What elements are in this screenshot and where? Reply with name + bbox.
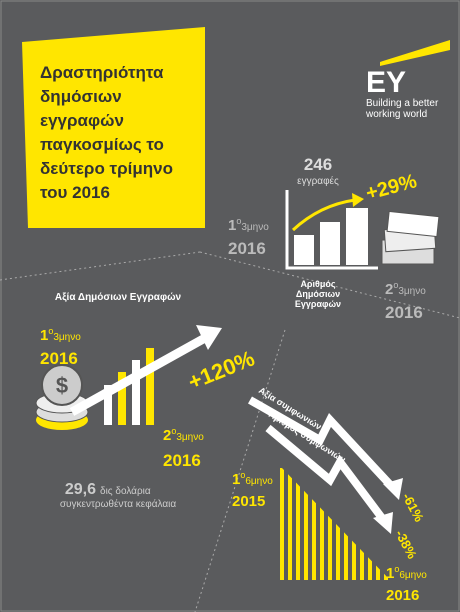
year: 2016: [228, 239, 266, 258]
quarter-number: 2: [385, 281, 393, 298]
half-sup: ο: [240, 470, 245, 480]
amount: 29,6: [65, 481, 96, 498]
divider: [194, 329, 286, 612]
chart-label: Αριθμός: [300, 279, 335, 289]
half-label: 1ο6μηνο: [232, 470, 273, 488]
title-box: [22, 27, 205, 228]
bars-icon: [69, 325, 222, 425]
quarter-sup: ο: [236, 216, 241, 226]
chart-icon: [285, 190, 378, 270]
decline-icon: [248, 396, 403, 580]
svg-text:$: $: [56, 373, 68, 398]
quarter-label: 2ο3μηνο: [163, 426, 204, 444]
title-line: δεύτερο τρίμηνο: [40, 159, 173, 178]
amount-label: συγκεντρωθέντα κεφάλαια: [60, 498, 177, 510]
quarter-number: 2: [163, 427, 171, 444]
half-sup: ο: [394, 564, 399, 574]
logo-bar: [380, 40, 450, 66]
quarter-sup: ο: [171, 426, 176, 436]
quarter-word: 3μηνο: [241, 222, 269, 233]
quarter-sup: ο: [393, 280, 398, 290]
year: 2016: [163, 451, 201, 470]
half-word: 6μηνο: [245, 476, 273, 487]
logo-tagline: Building a better: [366, 98, 439, 109]
quarter-word: 3μηνο: [176, 432, 204, 443]
logo-brand: EY: [366, 66, 406, 99]
title-line: δημόσιων: [40, 87, 122, 106]
paper-stack: [381, 210, 440, 265]
year: 2016: [385, 303, 423, 322]
year: 2016: [40, 349, 78, 368]
chart-label: Δημόσιων: [296, 289, 340, 299]
quarter-number: 1: [228, 217, 236, 234]
quarter-label: 2ο3μηνο: [385, 280, 426, 298]
chart-label: Εγγραφών: [295, 299, 341, 309]
divider: [0, 251, 201, 281]
count-label: εγγραφές: [297, 175, 339, 187]
year: 2015: [232, 493, 265, 510]
logo-tagline: working world: [365, 109, 427, 120]
title: Δραστηριότητα δημόσιων εγγραφών παγκοσμί…: [40, 63, 173, 202]
quarter-sup: ο: [48, 326, 53, 336]
quarter-label: 1ο3μηνο: [228, 216, 269, 234]
quarter-label: 1ο3μηνο: [40, 326, 81, 344]
half-number: 1: [386, 565, 394, 582]
title-line: εγγραφών: [40, 111, 124, 130]
year: 2016: [386, 587, 419, 604]
half-word: 6μηνο: [399, 570, 427, 581]
title-line: Δραστηριότητα: [40, 63, 164, 82]
half-label: 1ο6μηνο: [386, 564, 427, 582]
quarter-number: 1: [40, 327, 48, 344]
title-line: παγκοσμίως το: [40, 135, 164, 154]
half-number: 1: [232, 471, 240, 488]
section-heading: Αξία Δημόσιων Εγγραφών: [55, 292, 182, 303]
amount-unit: δις δολάρια: [100, 485, 151, 497]
count: 246: [304, 155, 332, 174]
quarter-word: 3μηνο: [53, 332, 81, 343]
quarter-word: 3μηνο: [398, 286, 426, 297]
title-line: του 2016: [40, 183, 110, 202]
coin-stack: $: [35, 364, 89, 430]
